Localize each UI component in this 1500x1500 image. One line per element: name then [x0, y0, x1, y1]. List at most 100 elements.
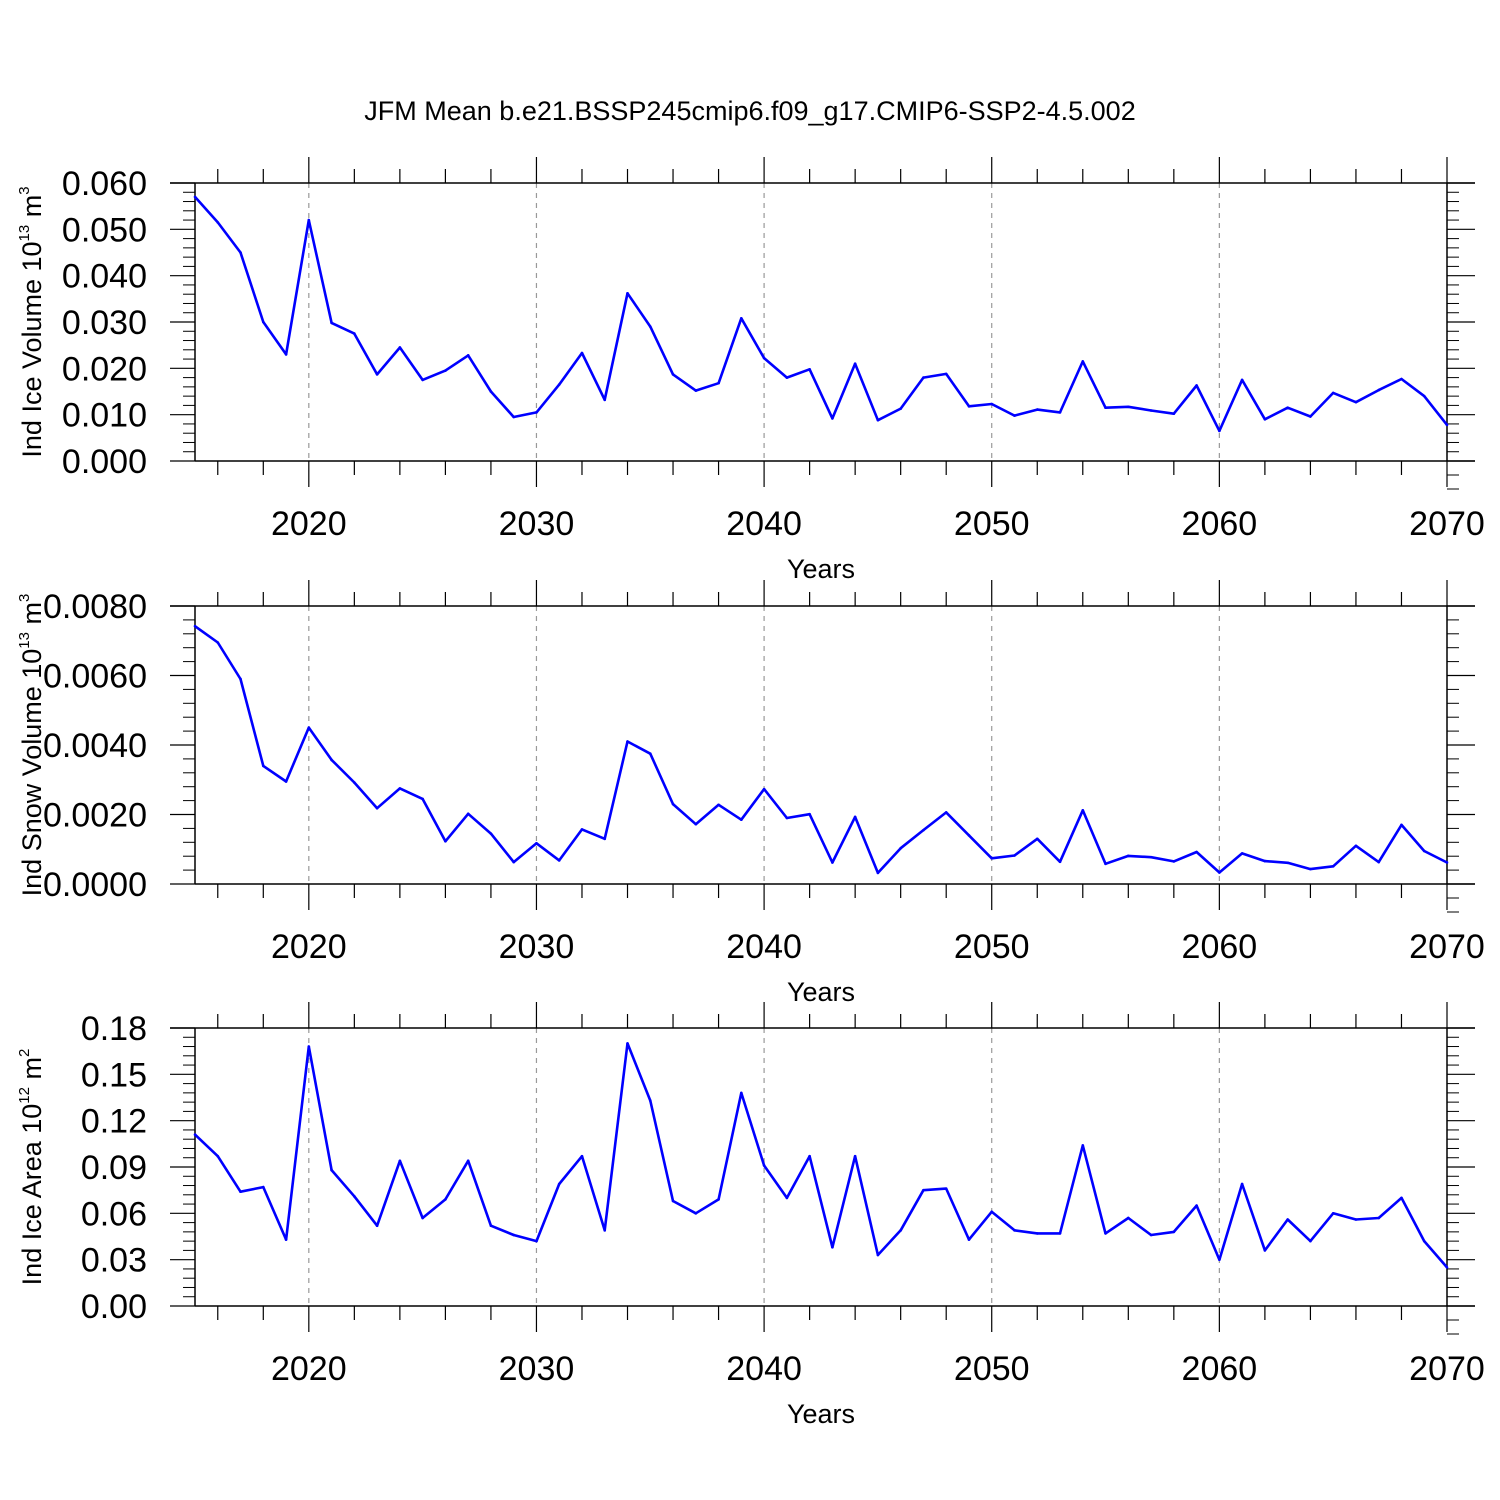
data-point — [922, 376, 925, 379]
data-point — [261, 1185, 265, 1189]
data-point — [740, 316, 743, 320]
data-point — [1354, 400, 1358, 404]
data-point — [1422, 1239, 1426, 1243]
data-point — [535, 1239, 538, 1243]
panel-ice-area: 2020 2030 2040 2050 2060 2070 0.00 0.03 0.06 0.09… — [16, 1002, 1485, 1429]
data-point — [535, 842, 538, 845]
data-point — [990, 856, 994, 860]
data-point — [307, 726, 311, 729]
y-tick-label: 0.030 — [62, 304, 147, 342]
data-point — [1240, 852, 1244, 855]
data-point — [1354, 844, 1358, 848]
data-point — [1331, 1212, 1335, 1215]
data-point — [762, 787, 766, 791]
x-tick-label: 2070 — [1409, 1350, 1485, 1388]
data-point — [535, 411, 538, 414]
data-point — [284, 780, 288, 783]
data-point — [1377, 860, 1381, 864]
y-tick-label: 0.000 — [62, 443, 147, 481]
data-point — [1127, 854, 1130, 858]
y-tick-label: 0.020 — [62, 350, 147, 388]
x-tick-label: 2060 — [1182, 1350, 1258, 1388]
y-tick-label: 0.15 — [81, 1056, 147, 1094]
y-tick-label: 0.0080 — [43, 588, 147, 626]
data-point — [1104, 1232, 1107, 1235]
data-point — [671, 1199, 675, 1203]
data-point — [261, 320, 265, 324]
data-point — [1035, 408, 1039, 411]
data-point — [1035, 1232, 1039, 1235]
y-tick-label: 0.00 — [81, 1288, 147, 1326]
data-point — [853, 815, 857, 819]
y-tick-label: 0.050 — [62, 211, 147, 249]
data-point — [421, 1216, 424, 1220]
data-point — [899, 846, 902, 850]
chart-title: JFM Mean b.e21.BSSP245cmip6.f09_g17.CMIP… — [364, 96, 1135, 126]
data-point — [1354, 1218, 1358, 1221]
data-point — [466, 812, 470, 816]
data-point — [808, 367, 811, 371]
data-point — [261, 764, 265, 768]
data-point — [193, 624, 197, 628]
data-point — [899, 1229, 902, 1232]
data-point — [1172, 860, 1176, 863]
data-point — [922, 828, 925, 832]
data-point — [1172, 412, 1176, 416]
data-point — [557, 383, 561, 386]
data-point — [375, 373, 379, 376]
data-point — [1240, 378, 1244, 382]
data-point — [557, 859, 561, 862]
data-point — [1263, 859, 1267, 863]
data-point — [1263, 1249, 1267, 1252]
data-point — [489, 390, 493, 393]
data-point — [1058, 860, 1062, 864]
data-point — [648, 1099, 652, 1102]
data-point — [876, 418, 880, 422]
data-point — [853, 362, 857, 366]
x-tick-label: 2030 — [499, 505, 575, 543]
data-point — [216, 221, 220, 224]
data-point — [1422, 849, 1426, 853]
data-point — [1035, 837, 1039, 841]
x-tick-label: 2030 — [499, 928, 575, 966]
data-point — [785, 1196, 789, 1200]
data-point — [307, 218, 311, 222]
data-point — [330, 1168, 333, 1172]
x-tick-label: 2020 — [271, 928, 347, 966]
data-point — [1422, 394, 1426, 398]
series-line-ice-volume — [194, 196, 1449, 433]
data-point — [899, 407, 902, 410]
y-tick-label: 0.09 — [81, 1149, 147, 1187]
x-tick-label: 2030 — [499, 1350, 575, 1388]
data-point — [1149, 1233, 1153, 1237]
series-line-snow-volume — [194, 625, 1448, 875]
data-point — [1104, 406, 1107, 410]
data-point — [944, 811, 948, 814]
panel-ice-volume: 2020 2030 2040 2050 2060 2070 0.000 0.010 0.020 0… — [16, 157, 1485, 584]
data-point — [1127, 405, 1130, 409]
data-point — [717, 381, 720, 385]
data-point — [1058, 1232, 1062, 1235]
y-tick-label: 0.0000 — [43, 866, 147, 904]
data-point — [1377, 1216, 1381, 1220]
x-tick-label: 2070 — [1409, 928, 1485, 966]
data-point — [1081, 1144, 1085, 1147]
data-point — [1218, 1258, 1221, 1261]
data-point — [489, 832, 493, 835]
x-tick-label: 2040 — [726, 505, 802, 543]
data-point — [512, 1233, 515, 1237]
data-point — [876, 871, 880, 875]
y-axis-title: Ind Ice Volume 1013 m3 — [16, 186, 47, 457]
data-point — [284, 353, 288, 356]
data-point — [580, 1154, 584, 1158]
data-point — [353, 781, 356, 784]
data-point — [990, 1210, 994, 1214]
panel-snow-volume: 2020 2030 2040 2050 2060 2070 0.0000 0.0020 0.00… — [16, 580, 1485, 1007]
data-point — [580, 828, 584, 831]
data-point — [1195, 1204, 1198, 1207]
data-point — [512, 415, 515, 419]
data-point — [853, 1154, 857, 1158]
data-point — [444, 1198, 447, 1201]
chart-panels: 2020 2030 2040 2050 2060 2070 0.000 0.010 0.020 0… — [16, 157, 1485, 1429]
data-point — [1286, 406, 1289, 410]
